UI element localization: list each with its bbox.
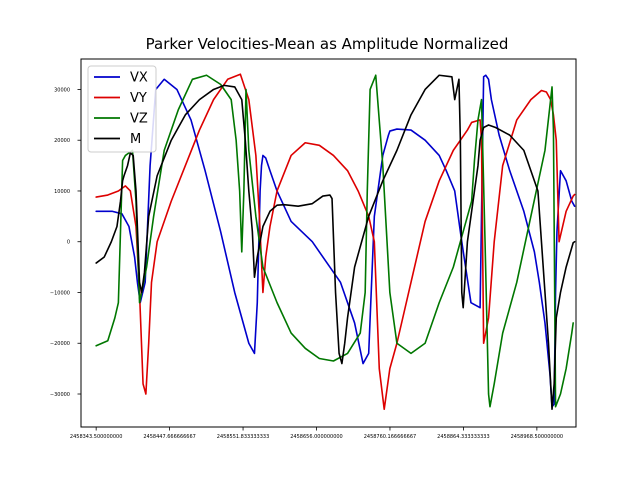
x-tick-label: 2458760.166666667: [364, 434, 417, 440]
legend-label-vz: VZ: [130, 112, 148, 127]
y-tick-label: 20000: [54, 138, 70, 144]
chart-title: Parker Velocities-Mean as Amplitude Norm…: [146, 35, 509, 53]
series-line-m: [95, 74, 576, 411]
legend-label-m: M: [130, 132, 141, 147]
axes: 2458343.500000000 2458447.666666667 245855…: [50, 87, 563, 440]
y-tick-label: −30000: [50, 392, 70, 398]
series-line-vz: [95, 74, 574, 408]
y-tick-label: −10000: [50, 290, 70, 296]
x-tick-label: 2458447.666666667: [143, 434, 196, 440]
y-tick-label: 30000: [54, 87, 70, 93]
plot-area: [95, 73, 576, 411]
x-tick-label: 2458864.333333333: [437, 434, 490, 440]
y-tick-label: −20000: [50, 341, 70, 347]
x-tick-label: 2458551.833333333: [217, 434, 270, 440]
legend: VX VY VZ M: [87, 65, 157, 153]
series-line-vx: [95, 74, 576, 408]
x-tick-label: 2458343.500000000: [70, 434, 123, 440]
y-tick-label: 10000: [54, 189, 70, 195]
x-tick-label: 2458968.500000000: [511, 434, 564, 440]
y-tick-label: 0: [67, 240, 70, 246]
legend-label-vx: VX: [130, 71, 148, 86]
legend-box: [87, 65, 157, 153]
legend-label-vy: VY: [130, 91, 147, 106]
axes-frame: [80, 58, 577, 428]
x-tick-label: 2458656.000000000: [290, 434, 343, 440]
series-line-vy: [95, 73, 576, 411]
